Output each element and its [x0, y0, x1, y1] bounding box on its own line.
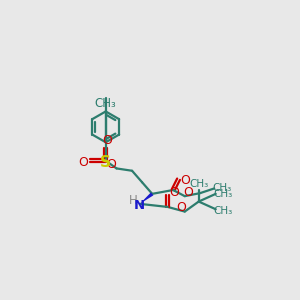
Text: O: O	[169, 186, 179, 199]
Text: CH₃: CH₃	[214, 206, 233, 216]
Text: O: O	[102, 134, 112, 147]
Text: CH₃: CH₃	[214, 189, 233, 199]
Text: N: N	[134, 199, 146, 212]
Text: H: H	[129, 194, 138, 207]
Polygon shape	[140, 192, 153, 204]
Text: S: S	[100, 155, 111, 170]
Text: O: O	[78, 156, 88, 169]
Text: CH₃: CH₃	[189, 179, 208, 189]
Text: CH₃: CH₃	[95, 97, 117, 110]
Text: O: O	[106, 158, 116, 171]
Text: CH₃: CH₃	[212, 184, 232, 194]
Text: O: O	[180, 174, 190, 187]
Text: O: O	[176, 201, 186, 214]
Text: O: O	[184, 186, 194, 199]
